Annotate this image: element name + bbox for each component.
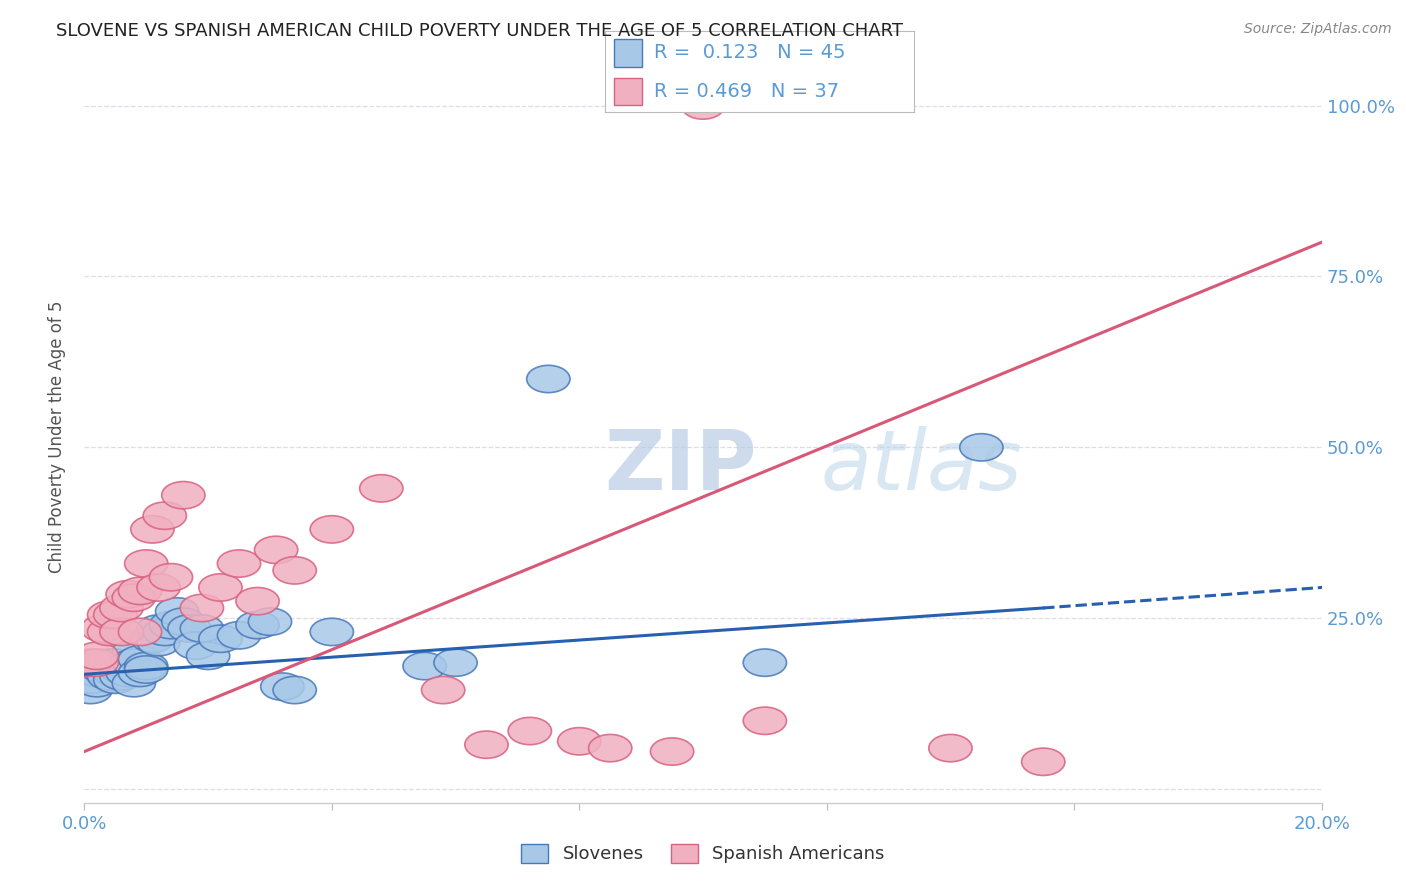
Ellipse shape (136, 615, 180, 642)
Ellipse shape (149, 611, 193, 639)
Ellipse shape (94, 666, 136, 693)
Ellipse shape (558, 728, 600, 755)
Ellipse shape (465, 731, 508, 758)
Ellipse shape (311, 516, 353, 543)
Ellipse shape (100, 663, 143, 690)
FancyBboxPatch shape (614, 78, 641, 105)
Text: R =  0.123   N = 45: R = 0.123 N = 45 (654, 44, 845, 62)
Ellipse shape (131, 625, 174, 652)
Ellipse shape (527, 366, 569, 392)
Ellipse shape (218, 549, 260, 577)
Ellipse shape (105, 659, 149, 687)
Ellipse shape (136, 629, 180, 656)
Text: SLOVENE VS SPANISH AMERICAN CHILD POVERTY UNDER THE AGE OF 5 CORRELATION CHART: SLOVENE VS SPANISH AMERICAN CHILD POVERT… (56, 22, 903, 40)
Ellipse shape (1022, 748, 1064, 775)
Ellipse shape (236, 588, 280, 615)
Ellipse shape (651, 738, 693, 765)
Ellipse shape (143, 618, 187, 646)
Ellipse shape (960, 434, 1002, 461)
Ellipse shape (589, 734, 631, 762)
Ellipse shape (75, 642, 118, 670)
Ellipse shape (87, 649, 131, 676)
Ellipse shape (236, 611, 280, 639)
Ellipse shape (82, 615, 125, 642)
Ellipse shape (69, 649, 112, 676)
Text: ZIP: ZIP (605, 425, 756, 507)
Ellipse shape (744, 649, 786, 676)
Text: Source: ZipAtlas.com: Source: ZipAtlas.com (1244, 22, 1392, 37)
Ellipse shape (69, 676, 112, 704)
Ellipse shape (174, 632, 218, 659)
Ellipse shape (118, 577, 162, 605)
Ellipse shape (75, 659, 118, 687)
Ellipse shape (273, 557, 316, 584)
Ellipse shape (136, 574, 180, 601)
Ellipse shape (198, 574, 242, 601)
Ellipse shape (508, 717, 551, 745)
FancyBboxPatch shape (614, 39, 641, 67)
Ellipse shape (167, 615, 211, 642)
Ellipse shape (87, 663, 131, 690)
Ellipse shape (112, 670, 156, 697)
Ellipse shape (131, 516, 174, 543)
Ellipse shape (180, 594, 224, 622)
Ellipse shape (422, 676, 465, 704)
Ellipse shape (260, 673, 304, 700)
Ellipse shape (744, 707, 786, 734)
Text: R = 0.469   N = 37: R = 0.469 N = 37 (654, 82, 839, 101)
Ellipse shape (929, 734, 972, 762)
Ellipse shape (105, 581, 149, 608)
Ellipse shape (105, 652, 149, 680)
Ellipse shape (249, 608, 291, 635)
Ellipse shape (112, 649, 156, 676)
Ellipse shape (198, 625, 242, 652)
Ellipse shape (311, 618, 353, 646)
Ellipse shape (273, 676, 316, 704)
Ellipse shape (100, 594, 143, 622)
Ellipse shape (100, 618, 143, 646)
Ellipse shape (125, 652, 167, 680)
Ellipse shape (149, 564, 193, 591)
Ellipse shape (125, 656, 167, 683)
Ellipse shape (143, 502, 187, 529)
Ellipse shape (94, 649, 136, 676)
Ellipse shape (218, 622, 260, 649)
Ellipse shape (112, 584, 156, 611)
Ellipse shape (75, 670, 118, 697)
Text: atlas: atlas (821, 425, 1022, 507)
Ellipse shape (112, 639, 156, 666)
Ellipse shape (94, 601, 136, 629)
Ellipse shape (162, 608, 205, 635)
Ellipse shape (87, 618, 131, 646)
Ellipse shape (87, 601, 131, 629)
Ellipse shape (82, 652, 125, 680)
Ellipse shape (94, 659, 136, 687)
Y-axis label: Child Poverty Under the Age of 5: Child Poverty Under the Age of 5 (48, 301, 66, 574)
Ellipse shape (162, 482, 205, 508)
Ellipse shape (360, 475, 404, 502)
Ellipse shape (118, 646, 162, 673)
Ellipse shape (156, 598, 198, 625)
Ellipse shape (187, 642, 229, 670)
Ellipse shape (682, 92, 724, 120)
Ellipse shape (69, 666, 112, 693)
Ellipse shape (82, 656, 125, 683)
Ellipse shape (434, 649, 477, 676)
Ellipse shape (118, 659, 162, 687)
Legend: Slovenes, Spanish Americans: Slovenes, Spanish Americans (515, 837, 891, 871)
Ellipse shape (180, 615, 224, 642)
Ellipse shape (118, 618, 162, 646)
Ellipse shape (254, 536, 298, 564)
Ellipse shape (75, 649, 118, 676)
Ellipse shape (100, 656, 143, 683)
Ellipse shape (125, 549, 167, 577)
Ellipse shape (404, 652, 446, 680)
